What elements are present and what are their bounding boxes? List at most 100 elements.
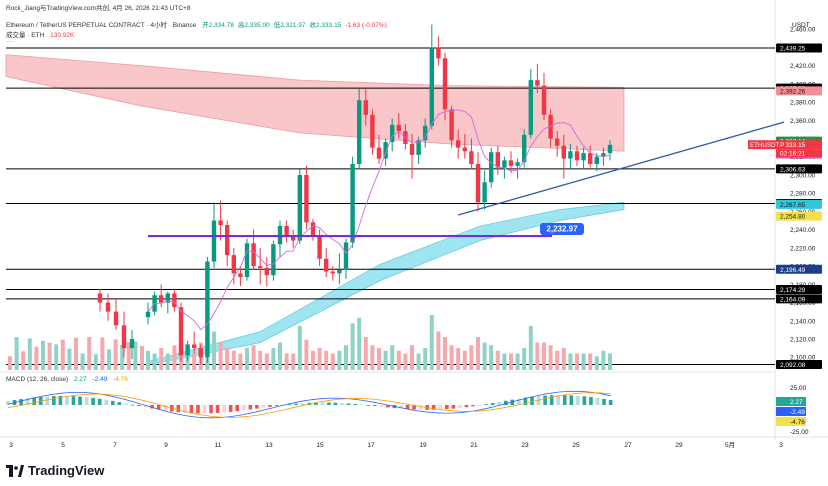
candle-body [370, 114, 375, 148]
volume-bar [172, 345, 177, 370]
candle-body [284, 225, 289, 237]
symbol-title: Ethereum / TetherUS PERPETUAL CONTRACT ·… [6, 22, 197, 29]
macd-hist-bar [340, 403, 344, 405]
macd-hist-bar [91, 397, 95, 405]
volume-bar [588, 353, 593, 370]
volume-bar [410, 345, 414, 370]
x-tick-label: 5月 [725, 441, 735, 449]
macd-hist-bar [359, 404, 364, 406]
candle-body [324, 258, 329, 272]
volume-bar [297, 326, 302, 370]
volume-label: 成交量 · ETH 130.92K [6, 29, 78, 39]
macd-hist-bar [589, 397, 593, 405]
ohlc-values: 开2,334.78 高2,335.00 低2,321.97 收2,333.15 -1.6… [202, 22, 391, 29]
ohlc-item-3: 收2,333.15 [309, 22, 342, 29]
volume-bar [133, 341, 138, 370]
volume-bar [238, 353, 243, 370]
macd-hist-bar [320, 402, 325, 405]
macd-hist-bar [32, 397, 36, 405]
macd-hist-bar [209, 405, 213, 414]
macd-hist-bar [418, 405, 423, 410]
candle-body [508, 160, 514, 166]
macd-hist-bar [595, 397, 600, 405]
macd-hist-bar [353, 404, 357, 405]
candle-body [264, 267, 269, 276]
price-tag-4-bg [776, 199, 822, 209]
symbol-tag: ETHUSDT.P [750, 142, 784, 149]
volume-bar [192, 353, 197, 370]
x-tick-label: 27 [624, 442, 632, 449]
candle-body [343, 242, 349, 270]
macd-hist-bar [196, 405, 200, 414]
macd-hist-bar [405, 405, 410, 410]
currency-label: USDT [792, 22, 810, 29]
more-menu[interactable]: ··· [6, 38, 13, 45]
candle-body [548, 114, 553, 139]
volume-bar [449, 345, 454, 370]
candle-body [211, 220, 217, 262]
volume-bar [370, 345, 375, 370]
macd-hist-bar [97, 398, 102, 405]
y-tick-label: 2,120.00 [790, 337, 816, 344]
candle-body [297, 174, 302, 241]
macd-hist-bar [71, 396, 76, 405]
volume-bar [271, 348, 276, 370]
candle-body [113, 311, 119, 326]
macd-hist-bar [517, 398, 521, 405]
volume-bar [34, 346, 39, 370]
macd-hist-bar [19, 399, 23, 405]
price-tag-2: 2,333.15 [780, 142, 806, 149]
volume-bar [304, 339, 309, 370]
y-tick-label: 2,360.00 [790, 118, 816, 125]
candle-body [165, 293, 170, 303]
volume-bar [67, 348, 72, 370]
volume-bar [337, 350, 342, 370]
macd-hist-bar [163, 405, 167, 411]
macd-hist-bar [333, 402, 338, 405]
macd-hist-bar [287, 404, 292, 406]
candle-body [105, 302, 111, 312]
volume-bar [317, 348, 322, 370]
candle-body [251, 243, 256, 267]
macd-hist-bar [379, 405, 384, 407]
volume-bar [383, 350, 388, 370]
candle-body [541, 85, 547, 115]
macd-hist-bar [143, 405, 148, 408]
x-tick-label: 7 [113, 442, 117, 449]
macd-tag-bg-3 [776, 417, 806, 426]
macd-hist-bar [150, 405, 154, 409]
macd-hist-bar [111, 400, 115, 405]
macd-hist-bar [445, 405, 449, 410]
x-tick-label: 17 [367, 442, 375, 449]
macd-hist-bar [373, 405, 377, 407]
level-price-tag-0: 2,439.25 [780, 46, 806, 53]
volume-bar [152, 353, 157, 370]
macd-hist-bar [78, 396, 82, 405]
candle-body [442, 58, 448, 110]
volume-bar [251, 345, 256, 370]
macd-value-1: 2.27 [73, 376, 87, 383]
macd-hist-bar [490, 403, 495, 405]
candle-body [535, 80, 540, 86]
tradingview-logo: TradingView [6, 463, 104, 478]
volume-bar [515, 353, 520, 370]
volume-bar [330, 353, 335, 370]
macd-hist-bar [536, 396, 541, 405]
candle-body [594, 156, 599, 165]
macd-hist-bar [602, 398, 606, 405]
x-tick-label: 29 [675, 442, 683, 449]
macd-hist-bar [189, 405, 194, 414]
volume-bar [93, 354, 98, 370]
candle-body [363, 100, 368, 115]
volume-bar [14, 337, 19, 370]
macd-hist-bar [576, 395, 580, 405]
candle-body [376, 147, 382, 159]
macd-hist-bar [608, 399, 613, 405]
candle-body [271, 244, 276, 276]
macd-hist-bar [300, 403, 305, 405]
macd-hist-bar [268, 405, 272, 407]
macd-hist-bar [556, 395, 560, 405]
volume-bar [264, 353, 269, 370]
purple-level-label: 2,232.97 [546, 225, 578, 234]
